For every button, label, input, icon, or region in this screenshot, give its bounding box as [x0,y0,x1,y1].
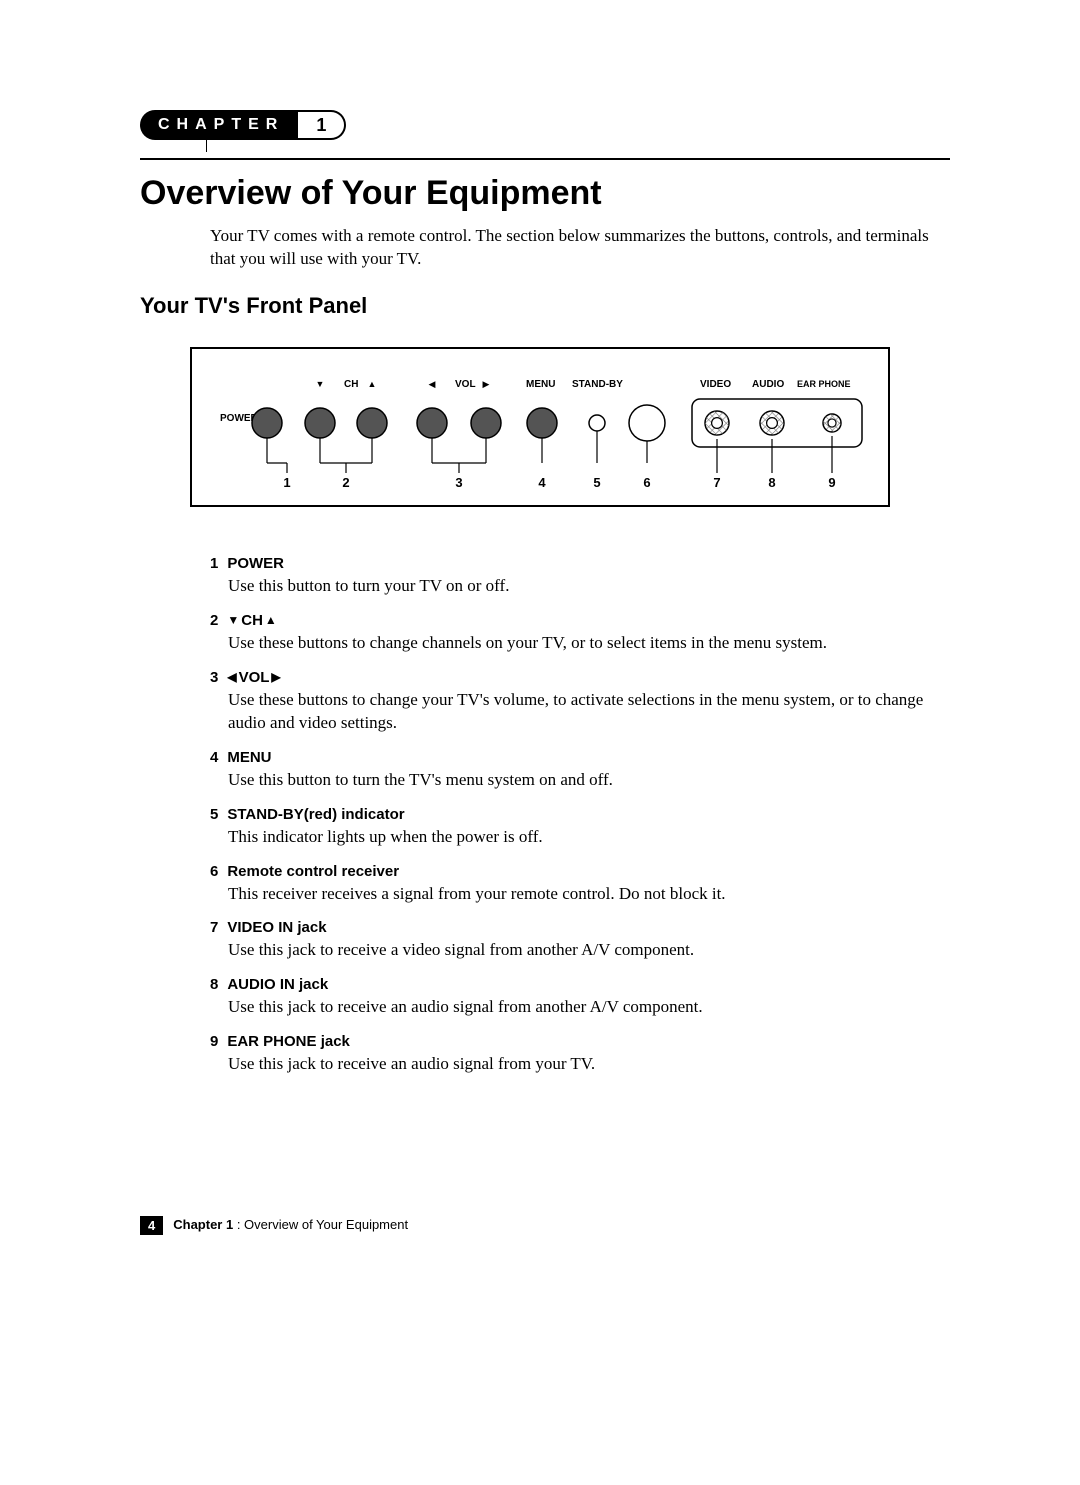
definition-title: CH [241,612,263,629]
triangle-icon: ▼ [227,614,239,626]
definition-body: Use this jack to receive an audio signal… [228,996,950,1019]
svg-text:▶: ▶ [483,379,490,389]
definition-body: This indicator lights up when the power … [228,826,950,849]
triangle-icon: ▲ [265,614,277,626]
definition-heading: 4 MENU [210,749,950,766]
definition-item: 1 POWER Use this button to turn your TV on… [210,555,950,598]
definition-heading: 3 ◀VOL▶ [210,669,950,686]
definition-number: 4 [210,749,218,766]
definition-heading: 8 AUDIO IN jack [210,976,950,993]
definition-label: ◀VOL▶ [227,669,280,686]
definition-label: EAR PHONE jack [227,1033,350,1050]
definition-label: POWER [227,555,284,572]
definition-heading: 1 POWER [210,555,950,572]
svg-text:7: 7 [713,475,720,490]
definition-title: Remote control receiver [227,863,399,880]
footer-separator: : [233,1217,244,1232]
svg-text:6: 6 [643,475,650,490]
definition-body: Use this button to turn the TV's menu sy… [228,769,950,792]
definition-item: 8 AUDIO IN jack Use this jack to receive a… [210,976,950,1019]
front-panel-diagram: POWERCHVOLMENUSTAND-BYVIDEOAUDIOEAR PHON… [190,347,950,507]
section-heading: Your TV's Front Panel [140,293,950,319]
footer-chapter-title: Overview of Your Equipment [244,1217,408,1232]
svg-text:VOL: VOL [455,379,476,390]
page-title: Overview of Your Equipment [140,174,950,213]
definition-item: 6 Remote control receiver This receiver re… [210,863,950,906]
definition-body: Use these buttons to change channels on … [228,632,950,655]
definition-label: ▼CH▲ [227,612,276,629]
footer-chapter-label: Chapter 1 [173,1217,233,1232]
page-number: 4 [140,1216,163,1235]
definition-item: 4 MENU Use this button to turn the TV's me… [210,749,950,792]
svg-text:3: 3 [455,475,462,490]
triangle-icon: ▶ [271,671,280,683]
svg-text:▼: ▼ [316,379,325,389]
definition-number: 9 [210,1033,218,1050]
svg-text:STAND-BY: STAND-BY [572,379,623,390]
definition-heading: 2 ▼CH▲ [210,612,950,629]
page-footer: 4 Chapter 1 : Overview of Your Equipment [140,1216,408,1235]
binder-line [206,140,207,152]
definition-label: Remote control receiver [227,863,399,880]
horizontal-rule [140,158,950,160]
definition-number: 5 [210,806,218,823]
svg-text:8: 8 [768,475,775,490]
definition-title: MENU [227,749,271,766]
svg-text:5: 5 [593,475,600,490]
svg-text:2: 2 [342,475,349,490]
definition-number: 7 [210,919,218,936]
definition-item: 9 EAR PHONE jack Use this jack to receive … [210,1033,950,1076]
chapter-label: CHAPTER [140,110,298,140]
definition-heading: 5 STAND-BY(red) indicator [210,806,950,823]
definition-label: MENU [227,749,271,766]
definition-item: 5 STAND-BY(red) indicator This indicator l… [210,806,950,849]
definition-body: Use these buttons to change your TV's vo… [228,689,950,735]
definition-item: 2 ▼CH▲ Use these buttons to change channel… [210,612,950,655]
definition-title: EAR PHONE jack [227,1033,350,1050]
svg-text:4: 4 [538,475,546,490]
definition-heading: 6 Remote control receiver [210,863,950,880]
definition-number: 8 [210,976,218,993]
intro-paragraph: Your TV comes with a remote control. The… [210,225,950,271]
svg-text:AUDIO: AUDIO [752,379,784,390]
svg-text:▲: ▲ [368,379,377,389]
definition-heading: 7 VIDEO IN jack [210,919,950,936]
definition-label: AUDIO IN jack [227,976,328,993]
definition-title: POWER [227,555,284,572]
definition-item: 7 VIDEO IN jack Use this jack to receive a… [210,919,950,962]
definition-item: 3 ◀VOL▶ Use these buttons to change your T… [210,669,950,735]
diagram-svg: POWERCHVOLMENUSTAND-BYVIDEOAUDIOEAR PHON… [192,349,892,509]
definition-title: VIDEO IN jack [227,919,326,936]
chapter-badge: CHAPTER 1 [140,110,346,140]
definition-body: Use this jack to receive an audio signal… [228,1053,950,1076]
definition-heading: 9 EAR PHONE jack [210,1033,950,1050]
definition-body: Use this jack to receive a video signal … [228,939,950,962]
definition-title: VOL [239,669,270,686]
definition-number: 6 [210,863,218,880]
definition-number: 3 [210,669,218,686]
definition-title: STAND-BY(red) indicator [227,806,404,823]
definitions-list: 1 POWER Use this button to turn your TV on… [210,555,950,1076]
chapter-number: 1 [298,110,346,140]
svg-text:1: 1 [283,475,290,490]
definition-label: VIDEO IN jack [227,919,326,936]
svg-text:9: 9 [828,475,835,490]
svg-text:VIDEO: VIDEO [700,379,731,390]
svg-text:◀: ◀ [429,379,436,389]
svg-text:CH: CH [344,379,358,390]
svg-text:EAR PHONE: EAR PHONE [797,379,851,389]
triangle-icon: ◀ [227,671,236,683]
definition-number: 2 [210,612,218,629]
definition-title: AUDIO IN jack [227,976,328,993]
definition-number: 1 [210,555,218,572]
definition-body: This receiver receives a signal from you… [228,883,950,906]
svg-text:MENU: MENU [526,379,555,390]
definition-label: STAND-BY(red) indicator [227,806,404,823]
definition-body: Use this button to turn your TV on or of… [228,575,950,598]
